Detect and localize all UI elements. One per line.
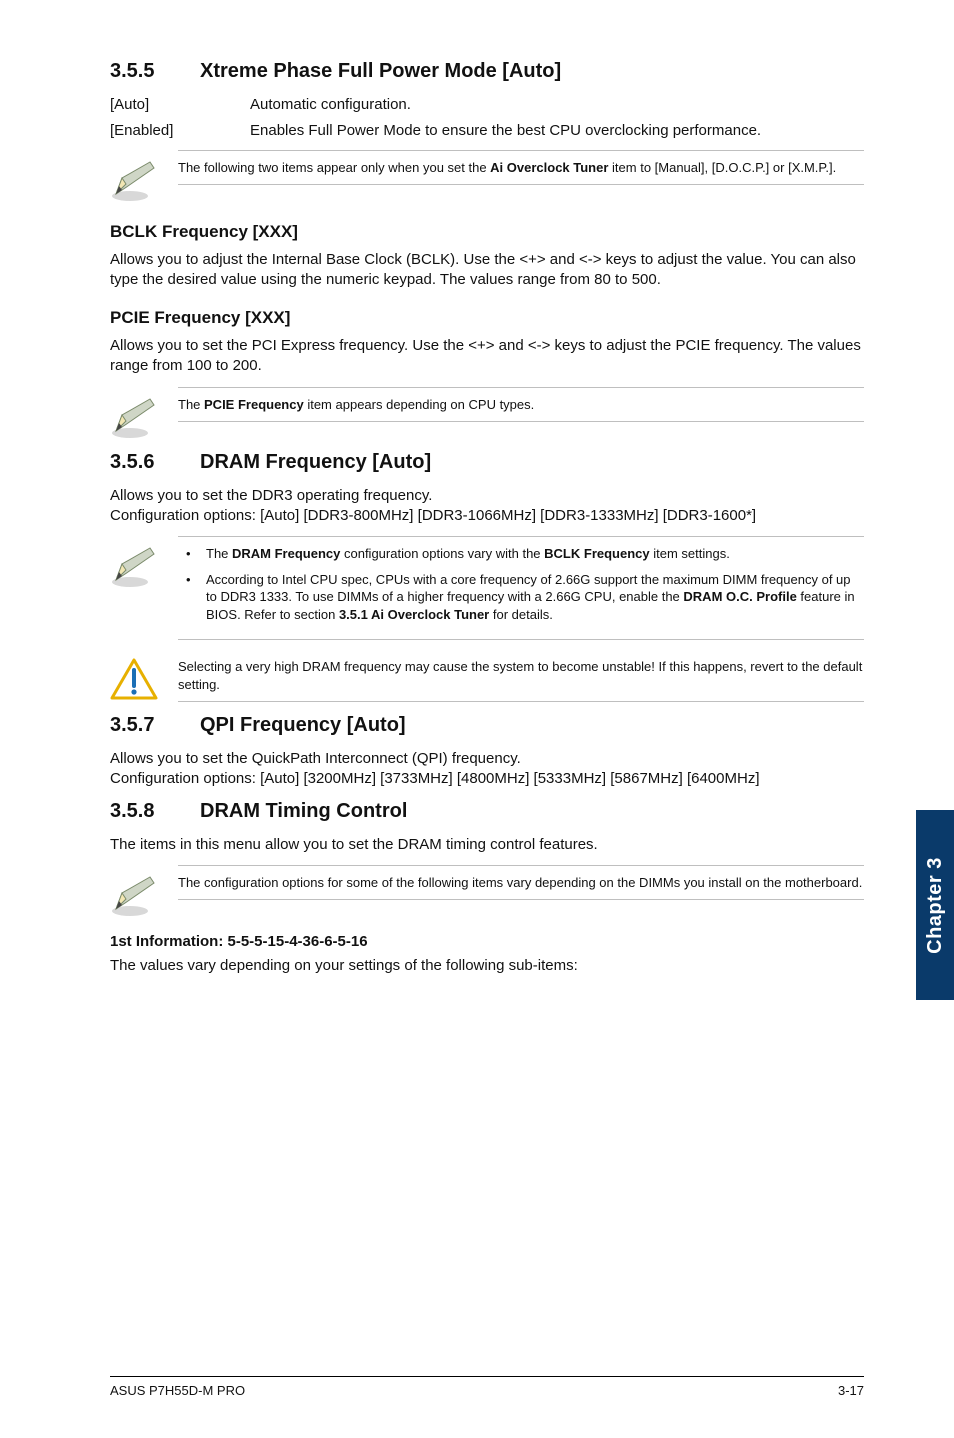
- note-block: The PCIE Frequency item appears dependin…: [110, 387, 864, 441]
- txt: for details.: [489, 607, 553, 622]
- chapter-side-tab-label: Chapter 3: [924, 857, 947, 954]
- note-pencil-icon: [110, 393, 158, 441]
- note-text: The PCIE Frequency item appears dependin…: [178, 387, 864, 423]
- sub-heading: PCIE Frequency [XXX]: [110, 308, 864, 328]
- body-text: Allows you to adjust the Internal Base C…: [110, 250, 864, 291]
- note-pencil-icon: [110, 156, 158, 204]
- body-text: Allows you to set the PCI Express freque…: [110, 336, 864, 377]
- section-number: 3.5.5: [110, 60, 200, 83]
- sub-heading: BCLK Frequency [XXX]: [110, 222, 864, 242]
- caution-triangle-icon: [110, 656, 158, 704]
- body-text: Allows you to set the DDR3 operating fre…: [110, 486, 864, 527]
- sub-sub-heading: 1st Information: 5-5-5-15-4-36-6-5-16: [110, 933, 864, 950]
- note-bold: PCIE Frequency: [204, 397, 304, 412]
- note-text: The DRAM Frequency configuration options…: [178, 536, 864, 640]
- body-text: The values vary depending on your settin…: [110, 956, 864, 976]
- def-term: [Enabled]: [110, 121, 250, 141]
- note-bullet: According to Intel CPU spec, CPUs with a…: [178, 571, 864, 624]
- note-post: item to [Manual], [D.O.C.P.] or [X.M.P.]…: [608, 160, 836, 175]
- section-title: DRAM Timing Control: [200, 800, 407, 822]
- txt: The: [206, 546, 232, 561]
- note-bullet: The DRAM Frequency configuration options…: [178, 545, 864, 563]
- txt: item settings.: [650, 546, 730, 561]
- section-number: 3.5.6: [110, 451, 200, 474]
- note-pre: The following two items appear only when…: [178, 160, 490, 175]
- section-heading: 3.5.5Xtreme Phase Full Power Mode [Auto]: [110, 60, 864, 83]
- page-footer: ASUS P7H55D-M PRO 3-17: [110, 1376, 864, 1398]
- note-pre: The: [178, 397, 204, 412]
- def-term: [Auto]: [110, 95, 250, 115]
- section-title: DRAM Frequency [Auto]: [200, 451, 431, 473]
- txt: 3.5.1 Ai Overclock Tuner: [339, 607, 489, 622]
- note-block: The configuration options for some of th…: [110, 865, 864, 919]
- txt: BCLK Frequency: [544, 546, 649, 561]
- section-number: 3.5.7: [110, 714, 200, 737]
- section-heading: 3.5.6DRAM Frequency [Auto]: [110, 451, 864, 474]
- warning-text: Selecting a very high DRAM frequency may…: [178, 650, 864, 702]
- section-heading: 3.5.8DRAM Timing Control: [110, 800, 864, 823]
- txt: DRAM O.C. Profile: [683, 589, 796, 604]
- note-text: The following two items appear only when…: [178, 150, 864, 186]
- footer-right: 3-17: [838, 1383, 864, 1398]
- body-text: Allows you to set the QuickPath Intercon…: [110, 749, 864, 790]
- body-text: The items in this menu allow you to set …: [110, 835, 864, 855]
- note-block: The DRAM Frequency configuration options…: [110, 536, 864, 640]
- chapter-side-tab: Chapter 3: [916, 810, 954, 1000]
- section-title: Xtreme Phase Full Power Mode [Auto]: [200, 60, 561, 82]
- def-text: Enables Full Power Mode to ensure the be…: [250, 121, 864, 141]
- note-pencil-icon: [110, 542, 158, 590]
- note-post: item appears depending on CPU types.: [304, 397, 535, 412]
- note-bold: Ai Overclock Tuner: [490, 160, 608, 175]
- note-pencil-icon: [110, 871, 158, 919]
- txt: configuration options vary with the: [340, 546, 544, 561]
- note-text: The configuration options for some of th…: [178, 865, 864, 901]
- warning-block: Selecting a very high DRAM frequency may…: [110, 650, 864, 704]
- def-text: Automatic configuration.: [250, 95, 864, 115]
- txt: DRAM Frequency: [232, 546, 340, 561]
- section-heading: 3.5.7QPI Frequency [Auto]: [110, 714, 864, 737]
- section-title: QPI Frequency [Auto]: [200, 714, 406, 736]
- definition-list: [Auto] Automatic configuration. [Enabled…: [110, 95, 864, 142]
- section-number: 3.5.8: [110, 800, 200, 823]
- footer-left: ASUS P7H55D-M PRO: [110, 1383, 245, 1398]
- note-block: The following two items appear only when…: [110, 150, 864, 204]
